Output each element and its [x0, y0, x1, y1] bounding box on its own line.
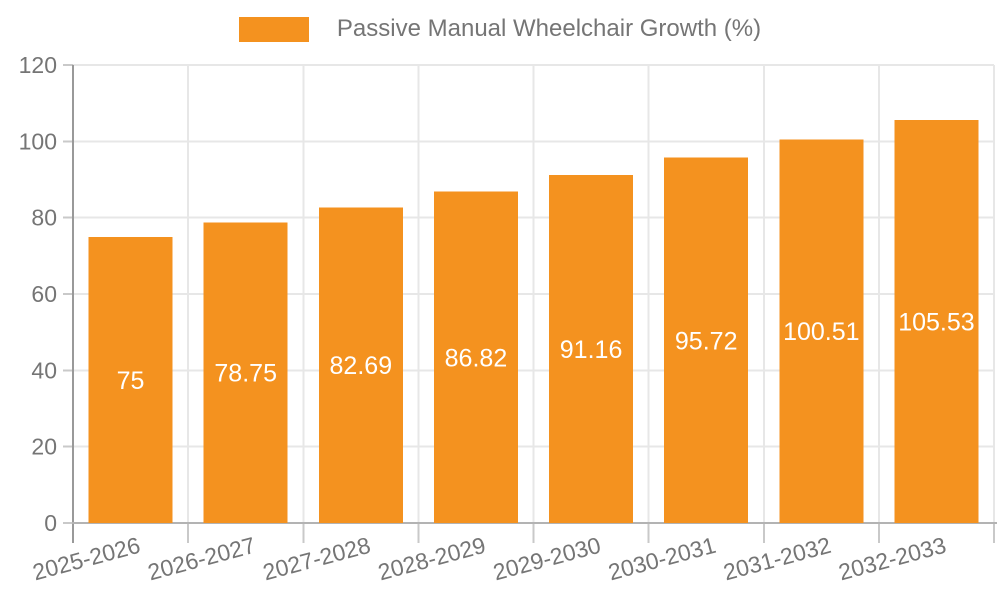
x-axis-category-label: 2026-2027	[145, 532, 258, 586]
bar[interactable]	[433, 191, 518, 523]
y-axis-tick-label: 80	[31, 205, 57, 231]
x-axis-category-label: 2030-2031	[606, 532, 719, 586]
bar-value-label: 105.53	[898, 309, 974, 337]
bar-value-label: 82.69	[330, 352, 393, 380]
bar[interactable]	[203, 222, 288, 523]
x-axis-category-label: 2027-2028	[260, 532, 373, 586]
bar-value-label: 91.16	[560, 336, 623, 364]
legend[interactable]: Passive Manual Wheelchair Growth (%)	[0, 15, 1000, 43]
y-axis-tick-label: 0	[44, 510, 57, 536]
x-axis-category-label: 2025-2026	[30, 532, 143, 586]
bar-value-label: 95.72	[675, 327, 738, 355]
bar[interactable]	[779, 139, 864, 523]
y-axis-tick-label: 40	[31, 357, 57, 383]
y-axis-tick-label: 20	[31, 434, 57, 460]
bar-value-label: 86.82	[445, 344, 508, 372]
bar-value-label: 75	[117, 367, 145, 395]
x-axis-category-label: 2029-2030	[490, 532, 603, 586]
x-axis-category-label: 2028-2029	[375, 532, 488, 586]
legend-swatch-icon	[238, 16, 309, 42]
bar[interactable]	[894, 120, 979, 523]
y-axis-tick-label: 100	[19, 128, 57, 154]
x-axis-category-label: 2031-2032	[721, 532, 834, 586]
bar-value-label: 100.51	[783, 318, 859, 346]
x-axis-category-label: 2032-2033	[836, 532, 949, 586]
bar[interactable]	[88, 236, 173, 523]
y-axis-tick-label: 60	[31, 281, 57, 307]
bar[interactable]	[318, 207, 403, 523]
legend-label: Passive Manual Wheelchair Growth (%)	[336, 15, 762, 42]
y-axis-tick-label: 120	[19, 52, 57, 78]
bar-value-label: 78.75	[214, 360, 277, 388]
bar[interactable]	[549, 175, 634, 523]
bar[interactable]	[664, 157, 749, 523]
